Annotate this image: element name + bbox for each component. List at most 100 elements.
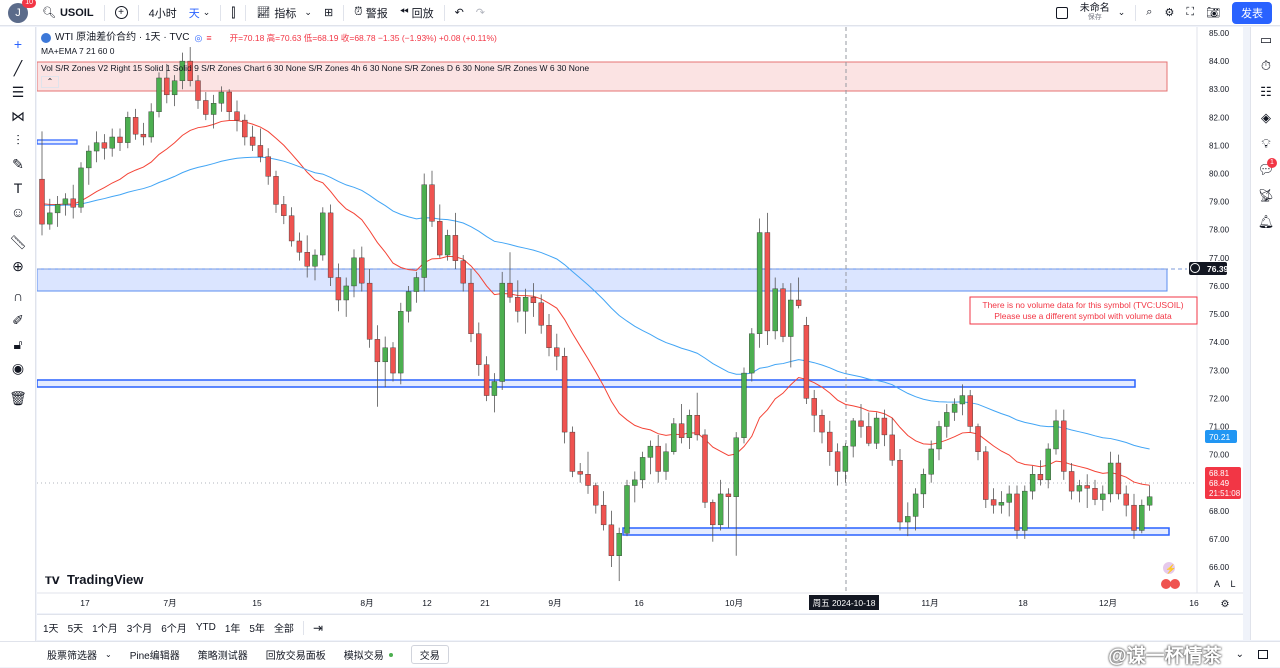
brush-icon[interactable]: ✎ (12, 155, 24, 172)
fib-retracement-icon[interactable]: ☰ (11, 83, 25, 100)
maximize-icon[interactable] (1258, 650, 1268, 659)
notification-badge: 10 (22, 0, 36, 8)
legend-symbol[interactable]: WTI 原油差价合约 · 1天 · TVC (55, 32, 190, 43)
candle-body (616, 533, 622, 556)
range-ytd[interactable]: YTD (195, 622, 216, 633)
tab-strategy-tester[interactable]: 策略测试器 (197, 651, 248, 662)
divider (245, 4, 247, 21)
user-avatar[interactable]: J 10 (8, 0, 36, 23)
time-axis[interactable]: 17 7月 15 8月 12 21 9月 16 10月 11月 18 12月 16 (80, 598, 1199, 608)
bell-icon[interactable]: 🔔︎ (1257, 214, 1275, 229)
flag-icon-2[interactable] (1170, 579, 1180, 589)
data-window-icon[interactable]: ☷ (1260, 84, 1272, 99)
range-5d[interactable]: 5天 (67, 624, 84, 635)
candle-body (554, 347, 560, 357)
pattern-icon[interactable]: ⋈ (11, 107, 25, 124)
redo-icon: ↷ (475, 7, 486, 19)
chevron-down-icon: ⌄ (105, 650, 112, 659)
price-tick-label: 81.00 (1209, 141, 1230, 150)
candle-body (437, 221, 443, 256)
undo-button[interactable]: ↶ (449, 0, 470, 26)
text-icon[interactable]: T (13, 180, 23, 196)
chart-pane[interactable]: 85.00 84.00 83.00 82.00 81.00 80.00 79.00 78.00… (36, 27, 1243, 613)
candle-body (374, 339, 381, 363)
indicators-button[interactable]: 📈︎ 指标 ⌄ (250, 0, 318, 26)
range-3m[interactable]: 3个月 (126, 624, 153, 635)
snapshot-button[interactable]: 📷︎ (1200, 0, 1226, 26)
candle-body (1139, 504, 1145, 531)
symbol-search[interactable]: 🔍︎ USOIL (36, 0, 100, 26)
emoji-icon[interactable]: ☺ (10, 204, 26, 220)
layouts-button[interactable]: ⊞ (318, 0, 339, 26)
interval-4h[interactable]: 4小时 (148, 7, 177, 20)
fullscreen-button[interactable]: ⛶ (1180, 0, 1200, 26)
time-settings-icon[interactable]: ⚙ (1221, 599, 1230, 610)
chat-icon[interactable]: 💬︎ 1 (1251, 157, 1280, 183)
tab-trading[interactable]: 交易 (402, 645, 458, 664)
tab-stock-screener[interactable]: 股票筛选器 ⌄ (38, 647, 121, 662)
chevron-down-icon[interactable]: ⌄ (1235, 649, 1244, 660)
zone-price-label: 76.39 (1207, 264, 1229, 274)
magnet-icon[interactable]: ∩ (12, 288, 24, 304)
lightning-icon[interactable] (1163, 562, 1175, 574)
compare-symbol-button[interactable]: + (109, 0, 134, 26)
range-5y[interactable]: 5年 (249, 624, 265, 635)
forecast-icon[interactable]: ⫶ (16, 131, 20, 148)
redo-button[interactable]: ↷ (470, 0, 491, 26)
legend-ma[interactable]: MA+EMA 7 21 60 0 (41, 46, 115, 56)
flag-icon[interactable] (1161, 579, 1171, 589)
settings-button[interactable]: ⚙ (1158, 0, 1180, 26)
candle-body (1029, 474, 1036, 492)
eye-icon[interactable]: ◉ (11, 359, 25, 376)
candle-body (351, 257, 357, 287)
clock-alert-icon[interactable]: ⏱︎ (1260, 58, 1272, 73)
trend-line-icon[interactable]: ╱ (13, 59, 23, 76)
candle-body (483, 364, 490, 396)
alert-button[interactable]: ⏰︎ 警报 (348, 0, 394, 26)
candle-body (156, 77, 162, 112)
candle-body (109, 136, 115, 149)
auto-scale-button[interactable]: A (1214, 579, 1220, 589)
range-1d[interactable]: 1天 (43, 624, 59, 635)
legend-indicator[interactable]: Vol S/R Zones V2 Right 15 Solid 1 Solid … (41, 63, 590, 73)
drawing-toolbar: + ╱ ☰ ⋈ ⫶ ✎ T ☺ 📏︎ ⊕ ∩ ✐ 🔓︎ ◉ 🗑︎ (0, 27, 36, 667)
tab-paper-trading[interactable]: 模拟交易 (335, 647, 402, 662)
quick-search-button[interactable]: ⌕ (1140, 0, 1158, 26)
zoom-in-icon[interactable]: ⊕ (12, 257, 24, 274)
price-chart[interactable]: 85.00 84.00 83.00 82.00 81.00 80.00 79.00 78.00… (36, 27, 1243, 613)
lock-drawing-icon[interactable]: ✐ (12, 311, 24, 328)
collapse-legend-icon[interactable]: ⌃ (41, 76, 59, 88)
candle-body (764, 232, 771, 332)
replay-button[interactable]: ⏪︎ 回放 (394, 0, 440, 26)
range-1m[interactable]: 1个月 (92, 624, 118, 635)
range-1y[interactable]: 1年 (224, 624, 241, 635)
range-all[interactable]: 全部 (273, 624, 294, 635)
ideas-icon[interactable]: 💡︎ (1261, 136, 1271, 151)
interval-1d-label: 天 (188, 7, 200, 20)
crosshair-icon[interactable]: + (13, 36, 23, 52)
chart-type-button[interactable]: ⫿ (225, 0, 241, 26)
watchlist-icon[interactable]: ▭ (1259, 32, 1273, 47)
log-scale-button[interactable]: L (1230, 579, 1235, 589)
eye-icon[interactable]: ◎ (194, 33, 203, 43)
layout-save-button[interactable]: 未命名 保存 ⌄ (1050, 0, 1132, 26)
interval-1d[interactable]: 天 ⌄ (183, 0, 217, 26)
candle-body (70, 198, 76, 208)
tab-pine-editor[interactable]: Pine编辑器 (129, 651, 180, 662)
ruler-icon[interactable]: 📏︎ (9, 233, 27, 250)
layers-icon[interactable]: ◈ (1261, 110, 1271, 125)
candle-body (1022, 490, 1028, 531)
candle-body (132, 117, 139, 135)
date-range-icon[interactable]: ⇥ (312, 620, 323, 635)
signal-icon[interactable]: 📡︎ (1257, 188, 1275, 203)
equals-icon[interactable]: ≡ (206, 33, 212, 43)
lock-icon[interactable]: 🔓︎ (13, 335, 23, 352)
candle-body (788, 299, 794, 337)
trash-icon[interactable]: 🗑︎ (9, 389, 27, 406)
publish-button[interactable]: 发表 (1232, 1, 1272, 24)
tab-replay-panel[interactable]: 回放交易面板 (265, 651, 326, 662)
price-axis[interactable]: 85.00 84.00 83.00 82.00 81.00 80.00 79.00 78.00… (1209, 29, 1230, 572)
range-6m[interactable]: 6个月 (161, 624, 187, 635)
candle-body (530, 296, 537, 304)
candle-body (897, 460, 903, 523)
